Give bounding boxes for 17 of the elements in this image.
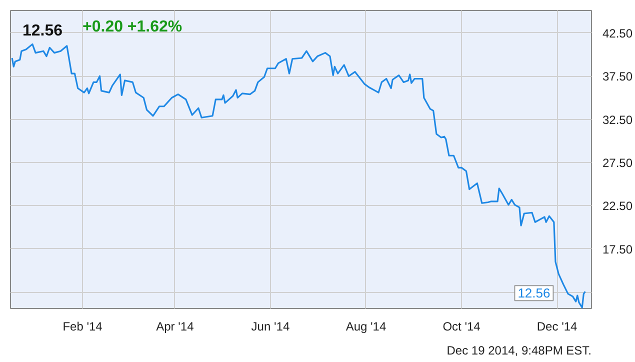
line-series	[11, 43, 586, 308]
text: +0.20 +1.62%	[82, 18, 182, 36]
annotation: 12.56	[518, 286, 550, 301]
x-tick-label: Oct '14	[442, 320, 481, 334]
y-tick-label: 37.50	[602, 70, 633, 84]
x-tick-label: Apr '14	[156, 320, 194, 334]
y-tick-label: 17.50	[602, 242, 633, 256]
x-tick-label: Jun '14	[251, 320, 290, 334]
y-tick-label: 32.50	[602, 112, 633, 127]
y-tick-label: 27.50	[602, 156, 633, 170]
text: 12.56	[22, 22, 63, 40]
x-tick-label: Feb '14	[62, 320, 103, 334]
y-tick-label: 22.50	[602, 199, 633, 214]
x-tick-label: Dec '14	[536, 320, 578, 334]
text: Dec 19 2014, 9:48PM EST.	[446, 344, 592, 358]
x-tick-label: Aug '14	[346, 320, 386, 334]
y-tick-label: 42.50	[602, 26, 633, 40]
